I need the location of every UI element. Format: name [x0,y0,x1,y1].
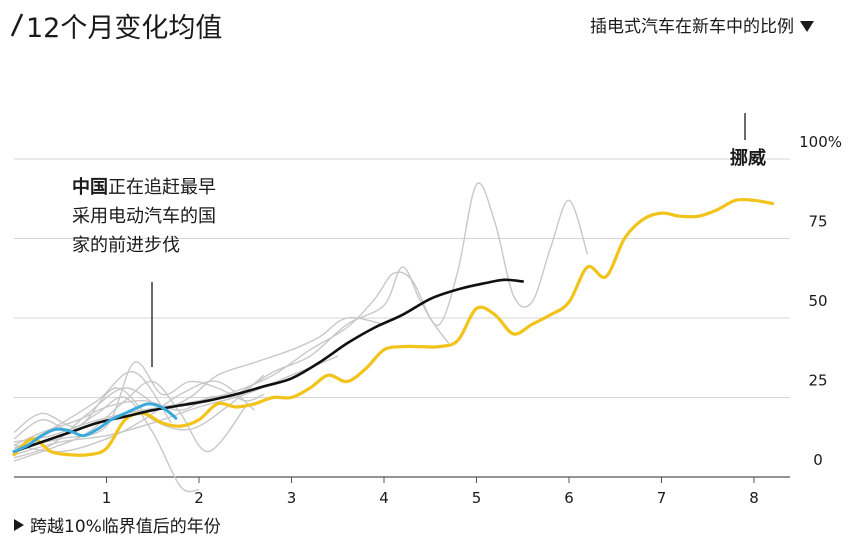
title-text: 12个月变化均值 [26,13,222,44]
series-line-china [12,402,178,454]
y-tick-label: 0 [813,451,823,469]
chart-title: 12个月变化均值 [10,13,222,44]
y-axis-label-text: 插电式汽车在新车中的比例 [590,17,794,37]
series-line-other10 [13,355,339,456]
y-tick-label: 75 [808,213,827,231]
x-axis-label: 跨越10%临界值后的年份 [14,517,221,537]
china-annotation-line3: 家的前进步伐 [72,235,180,256]
highlighted-series [12,197,775,457]
x-tick-label: 3 [287,489,297,507]
triangle-right-icon [14,519,24,531]
y-tick-labels: 0 25 50 75 100% [799,133,842,469]
y-tick-label: 100% [799,133,842,151]
other-countries-series [13,182,589,493]
china-annotation-bold: 中国 [72,176,108,198]
series-line-other7 [13,374,265,434]
series-line-average [12,278,525,453]
x-tick-labels: 1 2 3 4 5 6 7 8 [102,477,759,507]
y-tick-label: 50 [808,292,827,310]
x-tick-label: 2 [194,489,204,507]
series-line-other8 [13,380,255,453]
x-tick-label: 7 [657,489,667,507]
series-line-other2 [13,316,385,459]
x-tick-label: 5 [472,489,482,507]
series-line-other4 [13,271,450,443]
china-annotation-line2: 采用电动汽车的国 [72,206,216,227]
triangle-down-icon [800,21,814,32]
x-tick-label: 4 [379,489,389,507]
series-line-other5 [13,396,200,493]
x-tick-label: 6 [564,489,574,507]
china-annotation-line1: 中国正在追赶最早 [72,176,216,198]
china-annotation-text1: 正在追赶最早 [108,177,216,198]
y-tick-label: 25 [808,372,827,390]
y-axis-label: 插电式汽车在新车中的比例 [590,17,814,37]
china-annotation: 中国正在追赶最早 采用电动汽车的国 家的前进步伐 [72,176,216,367]
x-tick-label: 1 [102,489,112,507]
norway-label: 挪威 [730,147,766,169]
series-line-other6 [13,380,246,462]
x-tick-label: 8 [749,489,759,507]
norway-annotation: 挪威 [730,113,766,169]
title-slash-icon [10,13,24,37]
gridlines [14,158,790,478]
x-axis-label-text: 跨越10%临界值后的年份 [30,517,221,537]
